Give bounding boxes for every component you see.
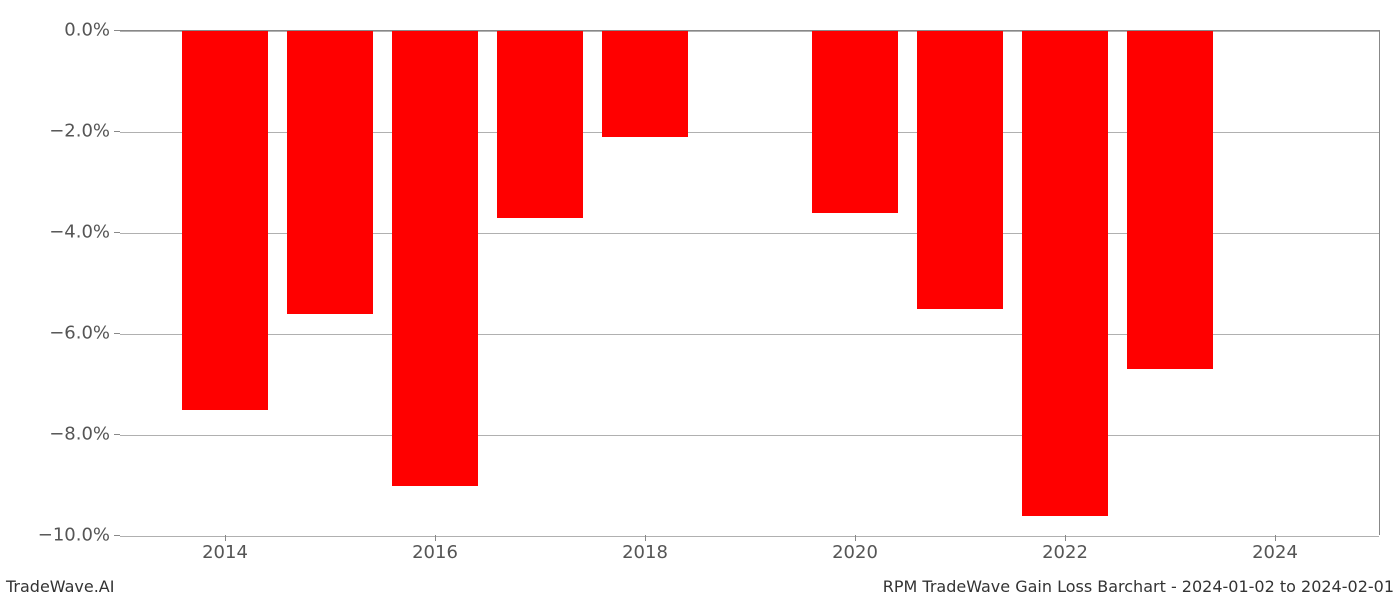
- footer-left-text: TradeWave.AI: [6, 577, 114, 596]
- bar: [287, 31, 373, 314]
- ytick-mark: [114, 30, 120, 31]
- ytick-label: 0.0%: [64, 20, 110, 41]
- bar: [392, 31, 478, 486]
- ytick-label: −10.0%: [38, 525, 110, 546]
- footer-right-text: RPM TradeWave Gain Loss Barchart - 2024-…: [883, 577, 1394, 596]
- xtick-label: 2018: [622, 542, 668, 563]
- xtick-mark: [1065, 535, 1066, 541]
- xtick-mark: [435, 535, 436, 541]
- xtick-label: 2022: [1042, 542, 1088, 563]
- bar: [917, 31, 1003, 309]
- xtick-label: 2014: [202, 542, 248, 563]
- xtick-label: 2016: [412, 542, 458, 563]
- bar: [497, 31, 583, 218]
- xtick-label: 2024: [1252, 542, 1298, 563]
- chart-plot-area: [120, 30, 1380, 535]
- xtick-mark: [645, 535, 646, 541]
- bar: [812, 31, 898, 213]
- xtick-label: 2020: [832, 542, 878, 563]
- bar: [602, 31, 688, 137]
- ytick-mark: [114, 232, 120, 233]
- bar: [182, 31, 268, 410]
- ytick-label: −8.0%: [49, 424, 110, 445]
- ytick-mark: [114, 333, 120, 334]
- ytick-mark: [114, 535, 120, 536]
- ytick-label: −4.0%: [49, 222, 110, 243]
- gridline: [120, 536, 1379, 537]
- xtick-mark: [855, 535, 856, 541]
- ytick-mark: [114, 434, 120, 435]
- bar: [1022, 31, 1108, 516]
- ytick-label: −2.0%: [49, 121, 110, 142]
- xtick-mark: [1275, 535, 1276, 541]
- gridline: [120, 435, 1379, 436]
- ytick-mark: [114, 131, 120, 132]
- xtick-mark: [225, 535, 226, 541]
- bar: [1127, 31, 1213, 369]
- ytick-label: −6.0%: [49, 323, 110, 344]
